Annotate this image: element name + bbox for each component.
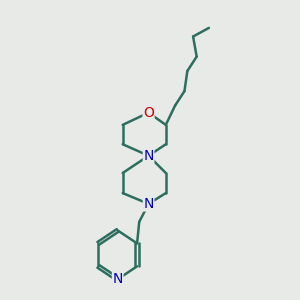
Text: N: N [143, 197, 154, 211]
Text: N: N [112, 272, 123, 286]
Text: N: N [143, 149, 154, 163]
Text: O: O [143, 106, 154, 120]
